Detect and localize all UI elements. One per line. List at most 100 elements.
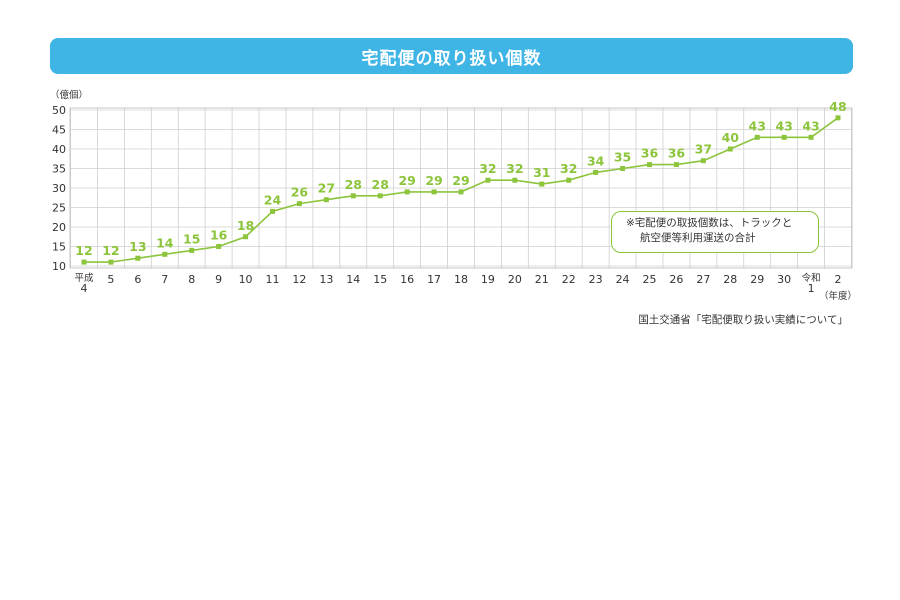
x-tick-label: 19 <box>481 273 495 286</box>
chart-note: ※宅配便の取扱個数は、トラックと 航空便等利用運送の合計 <box>611 211 819 253</box>
y-tick-label: 35 <box>52 163 66 176</box>
data-point <box>458 189 464 195</box>
data-point <box>243 234 249 240</box>
x-tick-label: 13 <box>319 273 333 286</box>
data-point <box>135 255 141 261</box>
x-tick-label: 27 <box>696 273 710 286</box>
x-tick-label: 16 <box>400 273 414 286</box>
data-point <box>835 115 841 121</box>
x-tick-label: 令和 <box>802 272 821 284</box>
x-tick-label: 7 <box>161 273 168 286</box>
data-label: 28 <box>345 177 362 192</box>
data-point <box>404 189 410 195</box>
x-tick-label: 26 <box>669 273 683 286</box>
x-tick-label: 8 <box>188 273 195 286</box>
data-point <box>216 244 222 249</box>
data-point <box>673 162 679 168</box>
x-tick-label: 23 <box>589 273 603 286</box>
data-label: 27 <box>318 181 335 196</box>
x-tick-label: 15 <box>373 273 387 286</box>
y-tick-label: 15 <box>52 241 66 254</box>
data-label: 12 <box>75 243 92 258</box>
data-label: 40 <box>722 130 740 145</box>
x-tick-label: 22 <box>562 273 576 286</box>
data-label: 26 <box>291 185 309 200</box>
data-point <box>81 259 87 265</box>
y-tick-label: 20 <box>52 221 66 234</box>
data-point <box>781 134 787 140</box>
y-tick-label: 45 <box>52 124 66 137</box>
x-tick-label: 29 <box>750 273 764 286</box>
data-label: 14 <box>156 235 174 250</box>
data-point <box>539 181 545 187</box>
y-tick-label: 30 <box>52 182 66 195</box>
data-label: 36 <box>641 146 659 161</box>
data-label: 43 <box>802 118 819 133</box>
x-tick-label: 30 <box>777 273 791 286</box>
data-point <box>377 193 383 199</box>
y-axis-unit: （億個） <box>50 89 88 101</box>
plot-frame <box>69 107 853 269</box>
data-label: 34 <box>587 153 605 168</box>
x-tick-label: 24 <box>616 273 630 286</box>
x-tick-label: 11 <box>266 273 280 286</box>
data-label: 37 <box>695 142 712 157</box>
chart-title-bar: 宅配便の取り扱い個数 <box>50 38 853 74</box>
data-point <box>431 189 437 195</box>
data-label: 29 <box>452 173 469 188</box>
data-point <box>593 169 599 175</box>
x-tick-label: 18 <box>454 273 468 286</box>
data-label: 28 <box>372 177 389 192</box>
data-label: 12 <box>102 243 119 258</box>
x-tick-label: 20 <box>508 273 522 286</box>
x-tick-label: 10 <box>239 273 253 286</box>
x-tick-label: 14 <box>346 273 360 286</box>
data-point <box>647 162 652 168</box>
y-tick-label: 25 <box>52 202 66 215</box>
x-tick-label: 21 <box>535 273 549 286</box>
data-point <box>620 166 626 171</box>
data-point <box>512 177 518 183</box>
note-line-2: 航空便等利用運送の合計 <box>640 232 756 244</box>
x-tick-label: 17 <box>427 273 441 286</box>
data-label: 18 <box>237 218 254 233</box>
data-point <box>296 201 302 207</box>
x-tick-label: 12 <box>292 273 306 286</box>
data-point <box>700 158 706 164</box>
data-point <box>485 177 491 183</box>
source-credit: 国土交通省「宅配便取り扱い実績について」 <box>638 314 848 326</box>
x-axis-unit: （年度） <box>819 290 857 302</box>
data-label: 24 <box>264 192 282 207</box>
data-label: 32 <box>506 161 523 176</box>
data-point <box>808 134 814 140</box>
data-point <box>566 177 572 183</box>
x-tick-label: 25 <box>643 273 657 286</box>
data-label: 43 <box>775 118 792 133</box>
data-point <box>323 197 329 203</box>
data-label: 29 <box>425 173 442 188</box>
data-label: 13 <box>129 239 146 254</box>
x-tick-label: 6 <box>134 273 141 286</box>
data-point <box>727 146 733 152</box>
note-line-1: ※宅配便の取扱個数は、トラックと <box>626 217 793 229</box>
x-tick-label: 平成 <box>74 272 94 284</box>
data-label: 35 <box>614 150 631 165</box>
x-tick-label: 4 <box>81 282 88 295</box>
data-point <box>162 251 168 257</box>
data-label: 36 <box>668 146 686 161</box>
y-tick-label: 40 <box>52 143 66 156</box>
data-label: 32 <box>560 161 577 176</box>
chart-title: 宅配便の取り扱い個数 <box>361 48 542 69</box>
data-label: 31 <box>533 165 550 180</box>
data-label: 43 <box>749 118 766 133</box>
data-point <box>108 259 114 265</box>
x-tick-label: 2 <box>835 273 842 286</box>
data-label: 16 <box>210 228 228 243</box>
data-point <box>270 208 275 214</box>
x-tick-label: 9 <box>215 273 222 286</box>
data-point <box>350 193 356 199</box>
x-tick-label: 1 <box>808 282 815 295</box>
data-label: 48 <box>829 99 846 114</box>
y-tick-label: 10 <box>52 260 66 273</box>
